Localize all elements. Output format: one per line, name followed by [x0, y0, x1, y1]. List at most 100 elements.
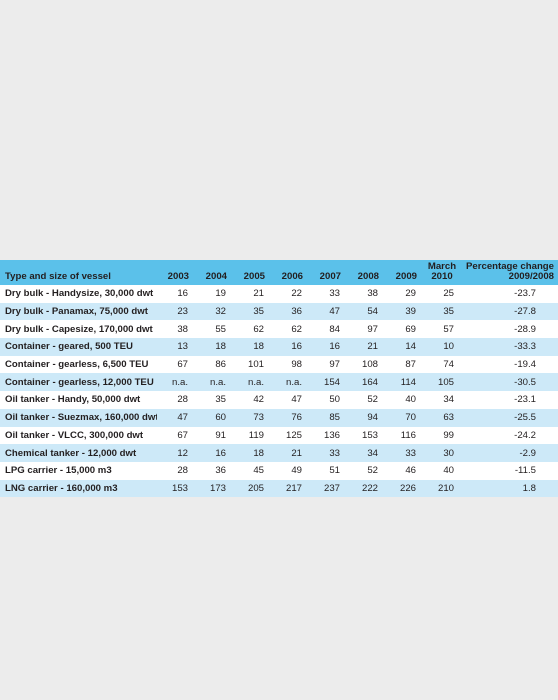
- price-cell: 62: [291, 323, 302, 335]
- percentage-change-cell: -28.9: [514, 323, 536, 335]
- price-cell: 99: [443, 429, 454, 441]
- price-cell: 35: [443, 306, 454, 318]
- price-cell: 63: [443, 412, 454, 424]
- price-cell: 16: [177, 288, 188, 300]
- price-cell: 108: [361, 359, 378, 371]
- price-cell: 114: [400, 376, 416, 388]
- price-cell: 34: [367, 447, 378, 459]
- table-body: Dry bulk - Handysize, 30,000 dwt 16 19 21 22…: [0, 285, 558, 498]
- price-cell: 60: [215, 412, 226, 424]
- price-cell: 36: [291, 306, 302, 318]
- vessel-type-cell: LPG carrier - 15,000 m3: [5, 465, 112, 477]
- price-cell: 40: [443, 465, 454, 477]
- header-march-2010: March 2010: [423, 260, 461, 285]
- vessel-type-cell: Oil tanker - Suezmax, 160,000 dwt: [5, 412, 157, 424]
- price-cell: 34: [443, 394, 454, 406]
- header-year-2007: 2007: [319, 271, 341, 282]
- vessel-type-cell: Dry bulk - Panamax, 75,000 dwt: [5, 306, 148, 318]
- percentage-change-cell: -23.7: [514, 288, 536, 300]
- price-cell: 54: [367, 306, 378, 318]
- header-pct-line2: 2009/2008: [508, 271, 554, 282]
- price-cell: 35: [215, 394, 226, 406]
- price-cell: 33: [405, 447, 416, 459]
- price-cell: 38: [367, 288, 378, 300]
- price-cell: 97: [329, 359, 340, 371]
- price-cell: 87: [405, 359, 416, 371]
- vessel-type-cell: Dry bulk - Handysize, 30,000 dwt: [5, 288, 154, 300]
- table-row: LPG carrier - 15,000 m3 28 36 45 49 51 52 46 40 -…: [0, 461, 558, 480]
- price-cell: 46: [405, 465, 416, 477]
- price-cell: 97: [367, 323, 378, 335]
- price-cell: 42: [253, 394, 264, 406]
- price-cell: 101: [247, 359, 264, 371]
- price-cell: 18: [253, 447, 264, 459]
- price-cell: 226: [399, 482, 416, 494]
- price-cell: 12: [177, 447, 188, 459]
- header-march-line2: 2010: [431, 271, 453, 282]
- price-cell: 21: [291, 447, 302, 459]
- header-march-line1: March: [427, 261, 457, 272]
- vessel-price-table-container: Type and size of vessel 2003 2004 2005 2…: [0, 260, 558, 498]
- price-cell: 136: [323, 429, 340, 441]
- vessel-type-cell: Container - geared, 500 TEU: [5, 341, 133, 353]
- header-percentage-change: Percentage change 2009/2008: [461, 260, 558, 285]
- percentage-change-cell: -19.4: [514, 359, 536, 371]
- header-year-2005: 2005: [243, 271, 265, 282]
- price-cell: 28: [177, 394, 188, 406]
- price-cell: 91: [215, 429, 226, 441]
- price-cell: 76: [291, 412, 302, 424]
- price-cell: 105: [437, 376, 454, 388]
- header-year-2006: 2006: [281, 271, 303, 282]
- header-year-2008: 2008: [357, 271, 379, 282]
- price-cell: 22: [291, 288, 302, 300]
- vessel-price-table: Type and size of vessel 2003 2004 2005 2…: [0, 260, 558, 498]
- price-cell: 205: [247, 482, 264, 494]
- price-cell: 25: [443, 288, 454, 300]
- price-cell: 153: [171, 482, 188, 494]
- price-cell: 13: [177, 341, 188, 353]
- table-row: Oil tanker - Suezmax, 160,000 dwt 47 60 73 7…: [0, 408, 558, 427]
- table-row: Oil tanker - VLCC, 300,000 dwt 67 91 119 125…: [0, 426, 558, 445]
- price-cell: 23: [177, 306, 188, 318]
- price-cell: 39: [405, 306, 416, 318]
- table-row: Dry bulk - Handysize, 30,000 dwt 16 19 21 22…: [0, 285, 558, 303]
- table-row: Dry bulk - Panamax, 75,000 dwt 23 32 35 36 47…: [0, 302, 558, 321]
- price-cell: n.a.: [209, 376, 226, 388]
- price-cell: 16: [215, 447, 226, 459]
- price-cell: 116: [400, 429, 416, 441]
- price-cell: 73: [253, 412, 264, 424]
- vessel-type-cell: Oil tanker - VLCC, 300,000 dwt: [5, 429, 144, 441]
- price-cell: 21: [367, 341, 378, 353]
- price-cell: 29: [405, 288, 416, 300]
- price-cell: 153: [361, 429, 378, 441]
- price-cell: 154: [323, 376, 340, 388]
- price-cell: n.a.: [285, 376, 302, 388]
- vessel-type-cell: Container - gearless, 12,000 TEU: [5, 376, 154, 388]
- vessel-type-cell: Oil tanker - Handy, 50,000 dwt: [5, 394, 141, 406]
- price-cell: 57: [443, 323, 454, 335]
- price-cell: 67: [177, 429, 188, 441]
- price-cell: 33: [329, 447, 340, 459]
- vessel-type-cell: Container - gearless, 6,500 TEU: [5, 359, 149, 371]
- percentage-change-cell: -2.9: [519, 447, 536, 459]
- price-cell: 84: [329, 323, 340, 335]
- price-cell: 52: [367, 394, 378, 406]
- price-cell: 86: [215, 359, 226, 371]
- price-cell: 45: [253, 465, 264, 477]
- price-cell: 50: [329, 394, 340, 406]
- price-cell: 52: [367, 465, 378, 477]
- price-cell: 98: [291, 359, 302, 371]
- table-header-row: Type and size of vessel 2003 2004 2005 2…: [0, 260, 558, 285]
- price-cell: 40: [405, 394, 416, 406]
- price-cell: n.a.: [247, 376, 264, 388]
- table-row: Container - gearless, 6,500 TEU 67 86 101 98…: [0, 355, 558, 374]
- percentage-change-cell: -33.3: [514, 341, 536, 353]
- price-cell: 47: [177, 412, 188, 424]
- table-row: Oil tanker - Handy, 50,000 dwt 28 35 42 47 50…: [0, 391, 558, 409]
- price-cell: 18: [253, 341, 264, 353]
- price-cell: 35: [253, 306, 264, 318]
- price-cell: 10: [443, 341, 454, 353]
- price-cell: 125: [285, 429, 302, 441]
- price-cell: 30: [443, 447, 454, 459]
- percentage-change-cell: -11.5: [514, 465, 536, 477]
